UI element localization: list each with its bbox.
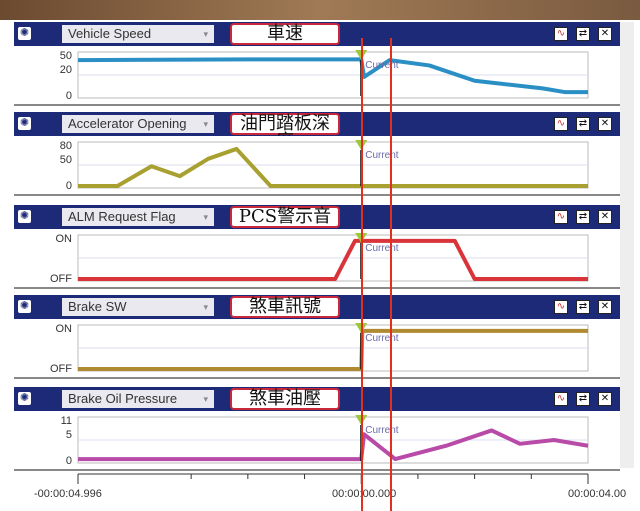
swap-icon[interactable]: ⇄ — [576, 210, 590, 224]
gear-icon[interactable]: ✺ — [18, 210, 31, 223]
cursor-label: Current — [365, 333, 399, 344]
annotation-label: 油門踏板深度 — [230, 113, 340, 151]
gear-icon[interactable]: ✺ — [18, 392, 31, 405]
y-tick-label: 0 — [65, 455, 72, 467]
swap-icon[interactable]: ⇄ — [576, 27, 590, 41]
parameter-select[interactable]: Brake Oil Pressure ▾ — [62, 390, 214, 408]
close-icon[interactable]: ✕ — [598, 27, 612, 41]
signal-chart: 11 5 0 Current — [14, 411, 620, 471]
close-icon[interactable]: ✕ — [598, 210, 612, 224]
chevron-down-icon: ▾ — [203, 302, 208, 312]
annotation-label: 煞車訊號 — [230, 296, 340, 318]
y-tick-label: ON — [55, 233, 73, 245]
parameter-name: Brake Oil Pressure — [68, 391, 178, 406]
signal-chart: ON OFF Current — [14, 229, 620, 289]
photo-background — [0, 0, 640, 20]
cursor-label: Current — [365, 150, 399, 161]
y-tick-label: OFF — [50, 363, 72, 375]
close-icon[interactable]: ✕ — [598, 300, 612, 314]
signal-panel: ✺ Vehicle Speed ▾ 車速 ∿ ⇄ ✕ 50 20 0 Current — [14, 22, 620, 106]
parameter-name: Vehicle Speed — [68, 26, 152, 41]
signal-panel: ✺ ALM Request Flag ▾ PCS警示音 ∿ ⇄ ✕ ON OFF Cu… — [14, 205, 620, 289]
annotation-label: 煞車油壓 — [230, 388, 340, 410]
graph-icon[interactable]: ∿ — [554, 117, 568, 131]
y-tick-label: 20 — [59, 64, 72, 76]
swap-icon[interactable]: ⇄ — [576, 300, 590, 314]
chevron-down-icon: ▾ — [203, 119, 208, 129]
parameter-name: ALM Request Flag — [68, 209, 176, 224]
cursor-label: Current — [365, 425, 399, 436]
close-icon[interactable]: ✕ — [598, 392, 612, 406]
y-tick-label: 80 — [59, 140, 72, 152]
parameter-name: Brake SW — [68, 299, 127, 314]
series-line — [77, 57, 588, 95]
chevron-down-icon: ▾ — [203, 394, 208, 404]
annotation-red-line — [361, 38, 363, 511]
y-tick-label: ON — [55, 323, 73, 335]
panel-header: ✺ Vehicle Speed ▾ 車速 ∿ ⇄ ✕ — [14, 22, 620, 46]
panel-header: ✺ ALM Request Flag ▾ PCS警示音 ∿ ⇄ ✕ — [14, 205, 620, 229]
y-tick-label: 50 — [59, 50, 72, 62]
graph-icon[interactable]: ∿ — [554, 27, 568, 41]
graph-icon[interactable]: ∿ — [554, 300, 568, 314]
time-axis-ticks — [77, 473, 589, 484]
time-axis: -00:00:04.996 00:00:00.000 00:00:04.00 — [14, 468, 626, 511]
y-tick-label: 50 — [59, 154, 72, 166]
vertical-scrollbar[interactable] — [620, 22, 634, 468]
parameter-select[interactable]: Accelerator Opening ▾ — [62, 115, 214, 133]
graph-icon[interactable]: ∿ — [554, 392, 568, 406]
time-start-label: -00:00:04.996 — [34, 488, 102, 500]
time-zero-label: 00:00:00.000 — [332, 488, 397, 500]
chevron-down-icon: ▾ — [203, 29, 208, 39]
gear-icon[interactable]: ✺ — [18, 117, 31, 130]
y-tick-label: 0 — [65, 180, 72, 192]
signal-chart: 50 20 0 Current — [14, 46, 620, 106]
cursor-label: Current — [365, 60, 399, 71]
series-line — [78, 238, 588, 281]
gear-icon[interactable]: ✺ — [18, 300, 31, 313]
signal-panel: ✺ Accelerator Opening ▾ 油門踏板深度 ∿ ⇄ ✕ 80 50… — [14, 112, 620, 196]
y-tick-label: 0 — [65, 90, 72, 102]
y-tick-label: 5 — [65, 429, 72, 441]
signal-chart: 80 50 0 Current — [14, 136, 620, 196]
signal-panel: ✺ Brake SW ▾ 煞車訊號 ∿ ⇄ ✕ ON OFF Current — [14, 295, 620, 379]
y-tick-label: 11 — [60, 415, 72, 427]
panel-header: ✺ Accelerator Opening ▾ 油門踏板深度 ∿ ⇄ ✕ — [14, 112, 620, 151]
annotation-red-line — [390, 38, 392, 511]
time-end-label: 00:00:04.00 — [568, 488, 627, 500]
y-tick-label: OFF — [50, 273, 72, 285]
graph-icon[interactable]: ∿ — [554, 210, 568, 224]
annotation-label: 車速 — [230, 23, 340, 45]
signal-panel: ✺ Brake Oil Pressure ▾ 煞車油壓 ∿ ⇄ ✕ 11 5 0 Cur… — [14, 387, 620, 471]
annotation-label: PCS警示音 — [230, 206, 340, 228]
cursor-label: Current — [365, 243, 399, 254]
gear-icon[interactable]: ✺ — [18, 27, 31, 40]
parameter-select[interactable]: Vehicle Speed ▾ — [62, 25, 214, 43]
parameter-select[interactable]: Brake SW ▾ — [62, 298, 214, 316]
chevron-down-icon: ▾ — [203, 212, 208, 222]
swap-icon[interactable]: ⇄ — [576, 392, 590, 406]
series-line — [78, 146, 588, 188]
parameter-select[interactable]: ALM Request Flag ▾ — [62, 208, 214, 226]
panel-header: ✺ Brake SW ▾ 煞車訊號 ∿ ⇄ ✕ — [14, 295, 620, 319]
close-icon[interactable]: ✕ — [598, 117, 612, 131]
signal-chart: ON OFF Current — [14, 319, 620, 379]
swap-icon[interactable]: ⇄ — [576, 117, 590, 131]
parameter-name: Accelerator Opening — [68, 116, 187, 131]
panel-header: ✺ Brake Oil Pressure ▾ 煞車油壓 ∿ ⇄ ✕ — [14, 387, 620, 411]
